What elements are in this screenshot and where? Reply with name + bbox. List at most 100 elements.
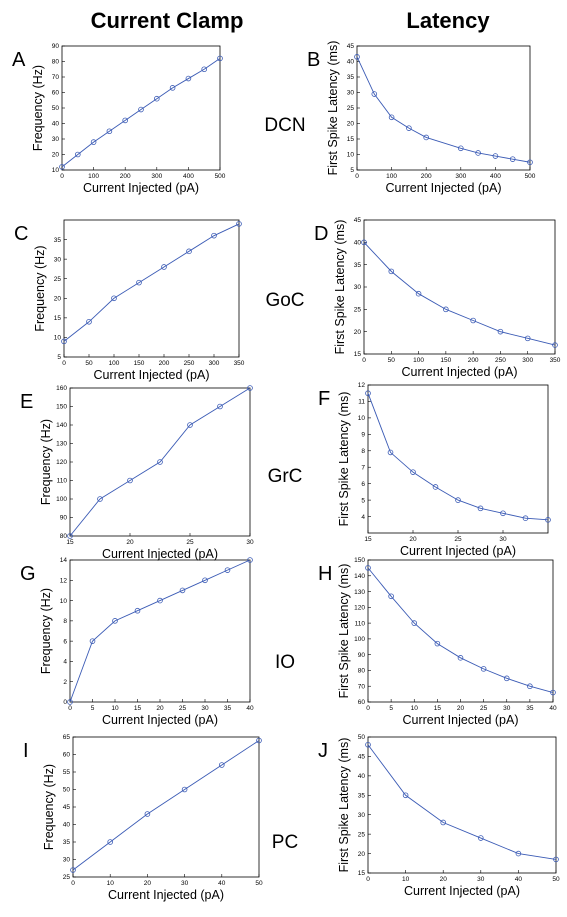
panel-letter-f: F xyxy=(318,388,330,410)
x-tick-label-i: 50 xyxy=(255,880,263,887)
y-tick-label-i: 55 xyxy=(63,769,71,776)
y-tick-label-e: 130 xyxy=(56,441,67,448)
x-tick-label-e: 25 xyxy=(186,539,194,546)
y-tick-label-e: 80 xyxy=(60,533,68,540)
data-point-h xyxy=(480,666,487,672)
y-tick-label-a: 70 xyxy=(52,74,60,81)
data-point-h xyxy=(503,675,510,682)
x-axis-label-j: Current Injected (pA) xyxy=(404,884,520,898)
data-point-h xyxy=(388,593,394,600)
x-tick-label-b: 500 xyxy=(525,173,536,180)
y-tick-label-a: 10 xyxy=(52,167,60,174)
data-point-b xyxy=(388,114,395,121)
data-point-f xyxy=(500,510,506,517)
y-axis-label-j: First Spike Latency (ms) xyxy=(337,738,351,873)
y-tick-label-a: 90 xyxy=(52,43,60,50)
y-tick-label-j: 30 xyxy=(358,812,366,819)
data-point-d xyxy=(361,239,367,246)
data-point-d xyxy=(415,290,422,297)
x-tick-label-d: 50 xyxy=(388,357,396,364)
data-point-a xyxy=(90,139,97,145)
data-point-a xyxy=(154,95,160,102)
x-tick-label-g: 40 xyxy=(246,705,254,712)
y-tick-label-e: 110 xyxy=(57,478,68,485)
y-tick-label-c: 35 xyxy=(54,237,62,244)
y-tick-label-i: 30 xyxy=(63,857,71,864)
y-tick-label-e: 140 xyxy=(56,422,67,429)
series-line-h xyxy=(367,567,554,693)
x-tick-label-j: 20 xyxy=(440,876,448,883)
data-point-j xyxy=(553,856,559,863)
data-point-h xyxy=(434,640,441,647)
y-tick-label-i: 40 xyxy=(63,822,71,829)
data-point-a xyxy=(138,106,144,113)
data-point-b xyxy=(423,134,430,141)
x-tick-label-j: 0 xyxy=(366,876,370,883)
axes-frame-c xyxy=(63,219,240,358)
x-tick-label-a: 300 xyxy=(151,173,162,180)
panel-h: H 0 5 10 15 20 25 30 35 40 60 70 80 90 100 110 120 130 140… xyxy=(318,557,557,727)
y-tick-label-c: 5 xyxy=(57,354,61,361)
x-tick-label-d: 100 xyxy=(413,357,424,364)
data-point-h xyxy=(457,655,464,661)
y-tick-label-i: 45 xyxy=(63,804,71,811)
panel-f: F 15 20 25 30 4 5 6 7 8 9 10 11 12 Current Injected (p… xyxy=(318,382,551,558)
panel-letter-g: G xyxy=(20,563,36,585)
x-tick-label-f: 25 xyxy=(454,536,462,543)
y-tick-label-b: 30 xyxy=(347,90,355,97)
y-tick-label-b: 25 xyxy=(347,105,355,112)
data-point-h xyxy=(365,565,371,571)
panel-c: C 0 50 100 150 200 250 300 350 5 10 15 20 25 30 35 Curre… xyxy=(14,219,245,382)
panel-letter-b: B xyxy=(307,49,320,71)
data-point-c xyxy=(211,232,217,239)
y-axis-label-f: First Spike Latency (ms) xyxy=(337,392,351,527)
y-axis-label-e: Frequency (Hz) xyxy=(39,419,53,505)
data-point-d xyxy=(388,268,395,275)
y-tick-label-f: 6 xyxy=(361,481,365,488)
y-tick-label-b: 20 xyxy=(347,121,355,128)
x-tick-label-j: 30 xyxy=(477,876,485,883)
y-tick-label-c: 10 xyxy=(54,335,62,342)
data-point-f xyxy=(432,484,439,490)
y-tick-label-a: 40 xyxy=(52,121,60,128)
data-point-g xyxy=(112,618,118,624)
x-tick-label-i: 30 xyxy=(181,880,189,887)
y-tick-label-i: 65 xyxy=(63,734,71,741)
data-point-h xyxy=(527,683,533,690)
data-point-f xyxy=(365,390,371,397)
y-tick-label-a: 80 xyxy=(52,59,60,66)
x-tick-label-g: 5 xyxy=(91,705,95,712)
x-tick-label-f: 20 xyxy=(409,536,417,543)
y-tick-label-d: 15 xyxy=(354,351,362,358)
y-tick-label-g: 6 xyxy=(63,638,67,645)
y-tick-label-g: 2 xyxy=(63,679,67,686)
data-point-i xyxy=(219,762,225,768)
x-tick-label-h: 35 xyxy=(526,705,534,712)
x-tick-label-h: 15 xyxy=(434,705,442,712)
x-axis-label-b: Current Injected (pA) xyxy=(385,181,501,195)
y-tick-label-f: 8 xyxy=(361,448,365,455)
y-tick-label-h: 90 xyxy=(358,652,366,659)
y-tick-label-h: 70 xyxy=(358,683,366,690)
data-point-f xyxy=(387,449,394,456)
y-tick-label-h: 130 xyxy=(354,589,365,596)
y-tick-label-j: 15 xyxy=(358,870,366,877)
y-tick-label-b: 35 xyxy=(347,74,355,81)
data-point-b xyxy=(492,153,499,159)
y-tick-label-e: 100 xyxy=(56,496,67,503)
data-point-b xyxy=(406,125,412,131)
y-axis-label-g: Frequency (Hz) xyxy=(39,588,53,674)
y-tick-label-c: 25 xyxy=(54,276,62,283)
panel-j: J 0 10 20 30 40 50 15 20 25 30 35 40 45 50 Current Inje… xyxy=(318,734,560,898)
data-point-e xyxy=(97,496,103,502)
data-point-j xyxy=(440,819,447,826)
data-point-e xyxy=(67,533,73,539)
x-tick-label-g: 30 xyxy=(201,705,209,712)
panel-g: G 0 5 10 15 20 25 30 35 40 0 2 4 6 8 10 12 14 Current Inje… xyxy=(20,557,254,727)
data-point-f xyxy=(477,505,484,512)
axes-frame-f xyxy=(367,384,549,534)
panel-i: I 0 10 20 30 40 50 25 30 35 40 45 50 55 60 65 Current In… xyxy=(23,734,263,902)
y-tick-label-b: 5 xyxy=(350,167,354,174)
x-tick-label-d: 250 xyxy=(495,357,506,364)
data-point-g xyxy=(247,557,253,563)
